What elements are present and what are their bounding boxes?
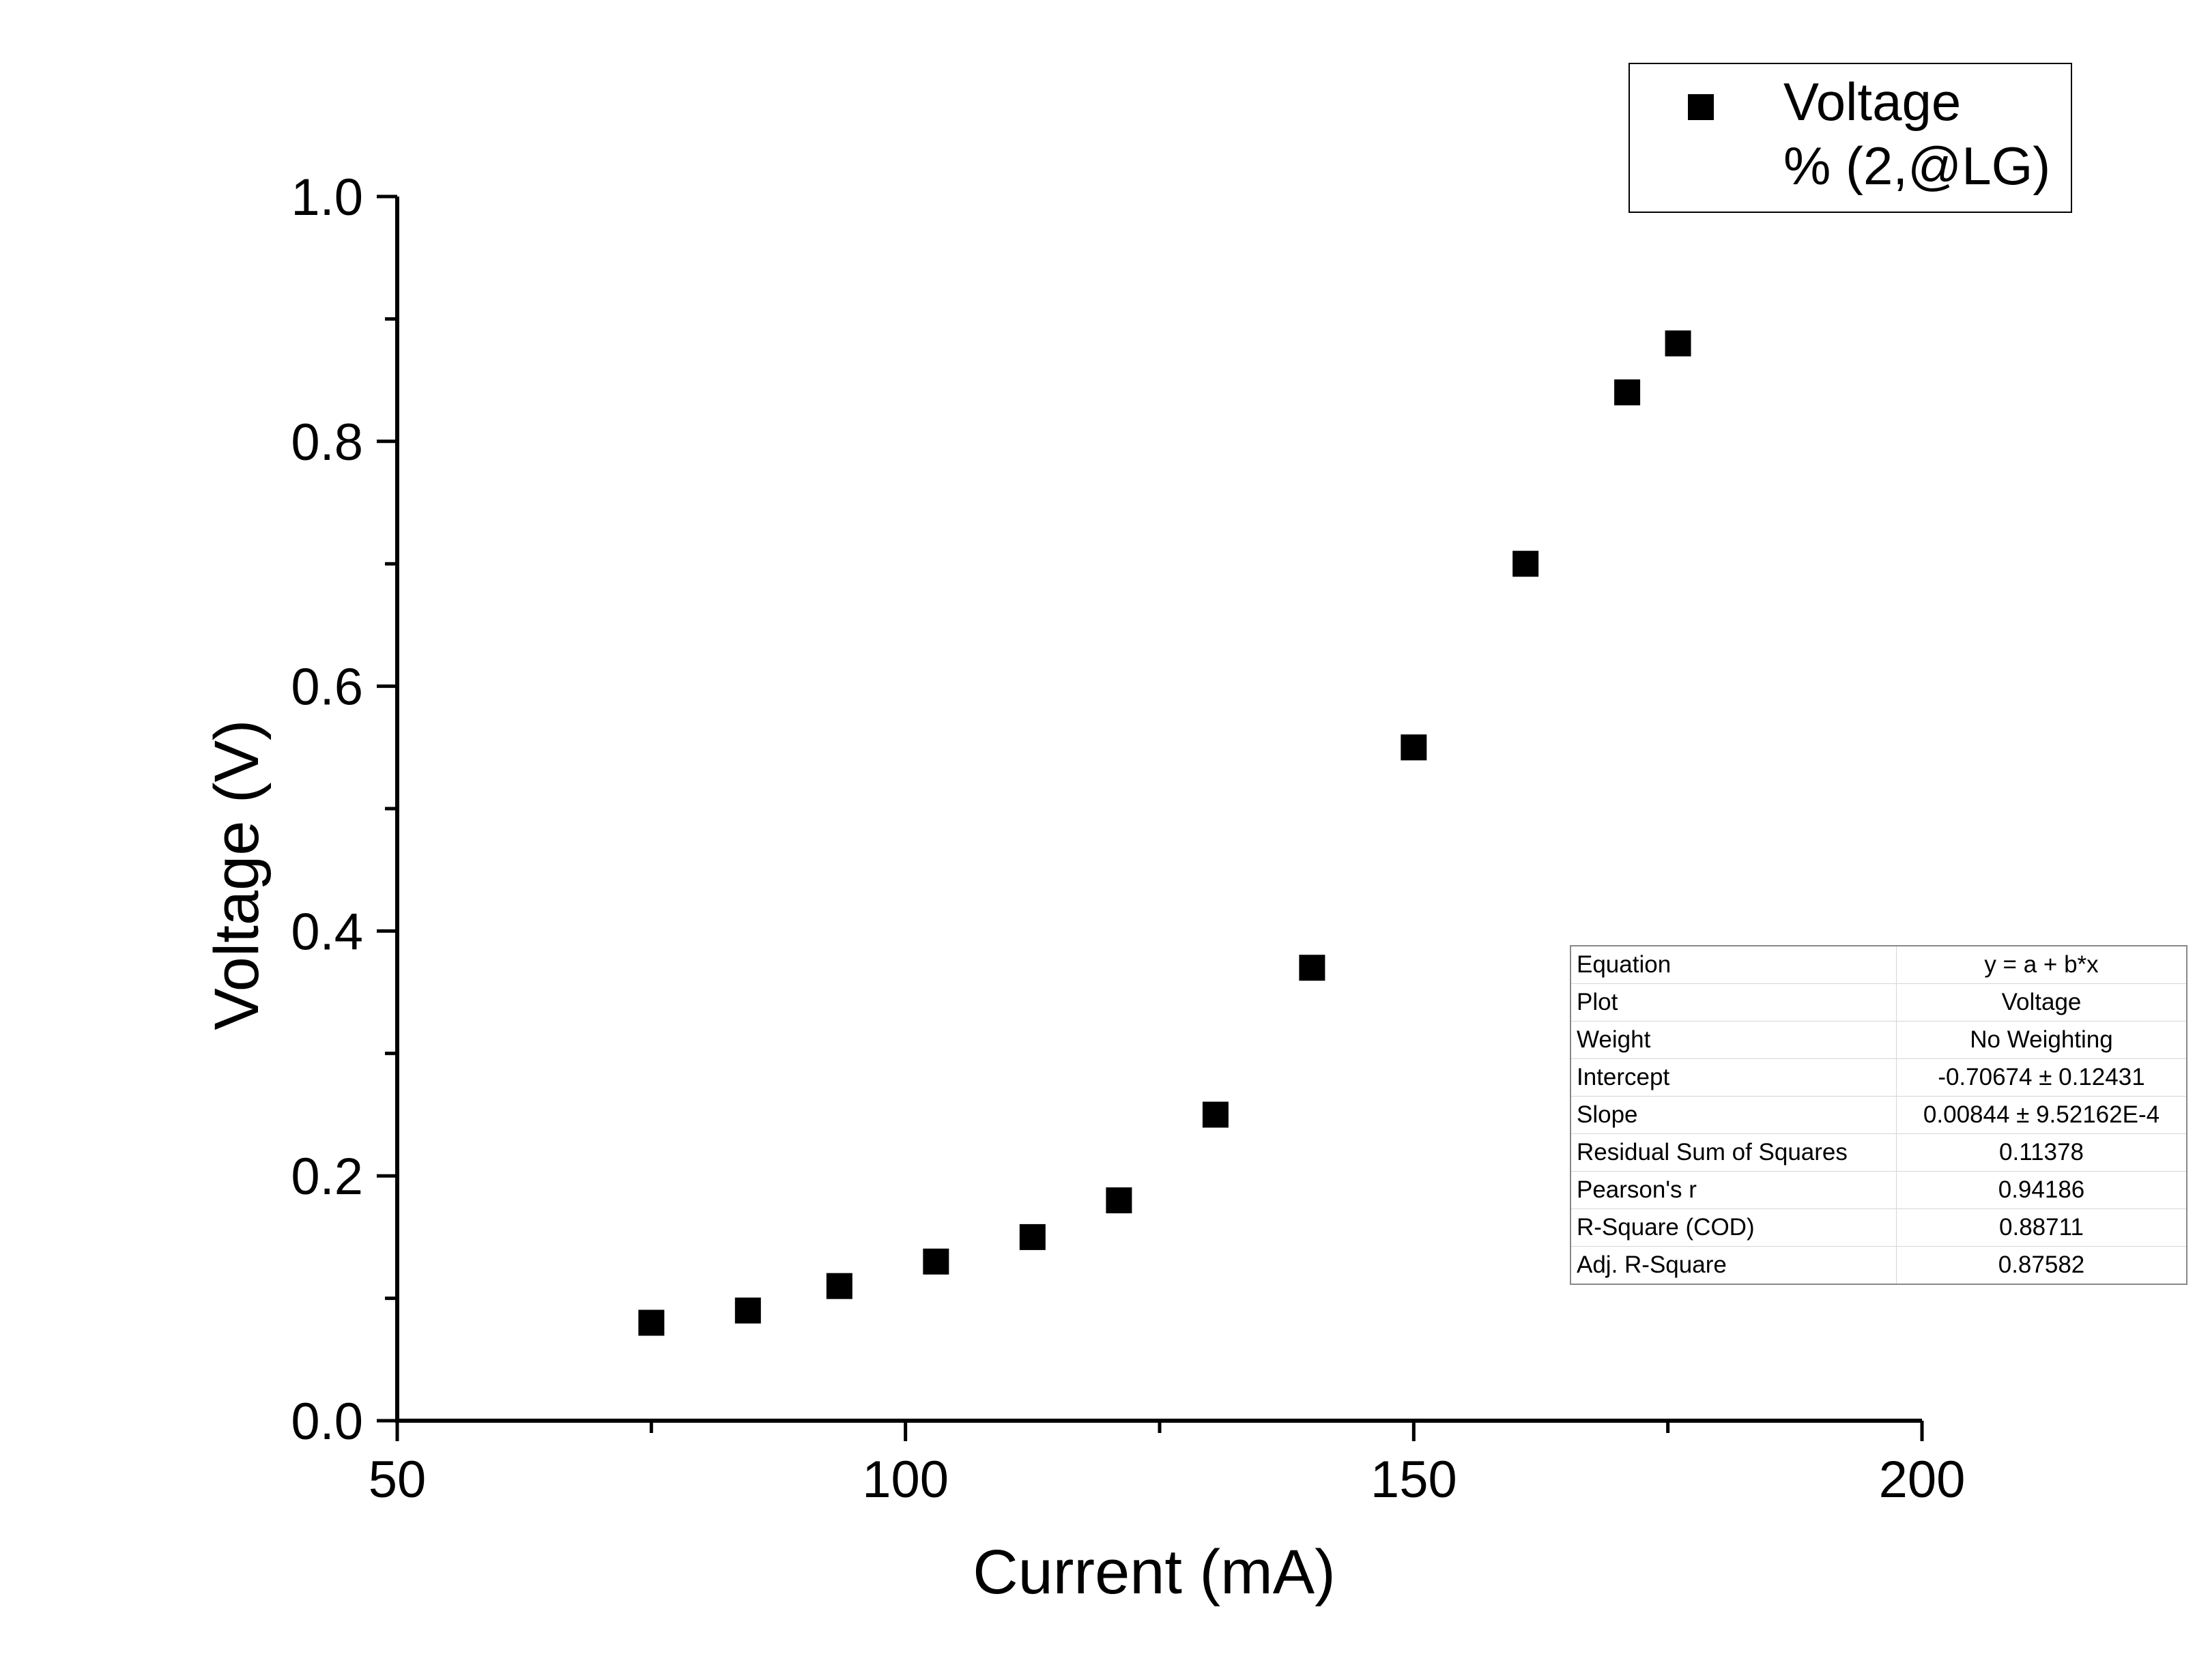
y-tick-label: 0.4	[291, 903, 363, 961]
fit-value: -0.70674 ± 0.12431	[1896, 1058, 2187, 1097]
x-tick-label: 100	[862, 1451, 949, 1509]
data-point	[1665, 330, 1691, 357]
fit-row: Residual Sum of Squares 0.11378	[1570, 1133, 2187, 1172]
fit-value: y = a + b*x	[1896, 945, 2187, 984]
fit-value: 0.88711	[1896, 1208, 2187, 1247]
data-point	[1106, 1187, 1132, 1214]
fit-key: Residual Sum of Squares	[1570, 1133, 1897, 1172]
data-points	[638, 330, 1691, 1336]
data-point	[1299, 955, 1325, 981]
y-axis-label: Voltage (V)	[202, 719, 272, 1030]
fit-row: Slope 0.00844 ± 9.52162E-4	[1570, 1096, 2187, 1134]
data-point	[1614, 379, 1641, 406]
x-tick-label: 150	[1371, 1451, 1457, 1509]
fit-row: Adj. R-Square 0.87582	[1570, 1246, 2187, 1285]
fit-value: 0.94186	[1896, 1171, 2187, 1209]
fit-value: 0.87582	[1896, 1246, 2187, 1285]
fit-value: Voltage	[1896, 983, 2187, 1022]
data-point	[1019, 1223, 1046, 1250]
data-point	[1401, 734, 1427, 761]
y-tick-label: 0.0	[291, 1393, 363, 1451]
y-tick-label: 0.8	[291, 414, 363, 472]
legend-label: Voltage % (2,@LG)	[1783, 70, 2050, 198]
fit-value: No Weighting	[1896, 1021, 2187, 1059]
legend: Voltage % (2,@LG)	[1629, 63, 2072, 213]
fit-row: Weight No Weighting	[1570, 1021, 2187, 1059]
legend-label-line1: Voltage	[1783, 72, 1962, 132]
data-point	[638, 1309, 665, 1336]
fit-key: Plot	[1570, 983, 1897, 1022]
data-point	[1512, 551, 1539, 577]
fit-value: 0.00844 ± 9.52162E-4	[1896, 1096, 2187, 1134]
fit-key: Adj. R-Square	[1570, 1246, 1897, 1285]
tick-labels: 50 100 150 200 0.0 0.2 0.4 0.6 0.8 1.0	[291, 169, 1965, 1509]
y-tick-label: 1.0	[291, 169, 363, 227]
x-axis-label: Current (mA)	[973, 1537, 1336, 1607]
y-tick-label: 0.2	[291, 1148, 363, 1206]
fit-row: Pearson's r 0.94186	[1570, 1171, 2187, 1209]
legend-label-line2: % (2,@LG)	[1783, 136, 2051, 196]
fit-row: Plot Voltage	[1570, 983, 2187, 1022]
fit-value: 0.11378	[1896, 1133, 2187, 1172]
fit-key: R-Square (COD)	[1570, 1208, 1897, 1247]
fit-key: Equation	[1570, 945, 1897, 984]
fit-row: R-Square (COD) 0.88711	[1570, 1208, 2187, 1247]
fit-row: Equation y = a + b*x	[1570, 945, 2187, 984]
linear-fit-results-table: Equation y = a + b*x Plot Voltage Weight…	[1570, 945, 2187, 1285]
fit-key: Intercept	[1570, 1058, 1897, 1097]
legend-square-marker-icon	[1688, 94, 1714, 120]
data-point	[923, 1248, 949, 1275]
y-tick-label: 0.6	[291, 658, 363, 716]
data-point	[826, 1273, 852, 1299]
x-tick-label: 50	[369, 1451, 427, 1509]
fit-key: Slope	[1570, 1096, 1897, 1134]
fit-key: Weight	[1570, 1021, 1897, 1059]
x-tick-label: 200	[1879, 1451, 1966, 1509]
axis-ticks	[377, 194, 1924, 1441]
data-point	[734, 1297, 761, 1324]
fit-key: Pearson's r	[1570, 1171, 1897, 1209]
fit-row: Intercept -0.70674 ± 0.12431	[1570, 1058, 2187, 1097]
data-point	[1202, 1101, 1229, 1128]
